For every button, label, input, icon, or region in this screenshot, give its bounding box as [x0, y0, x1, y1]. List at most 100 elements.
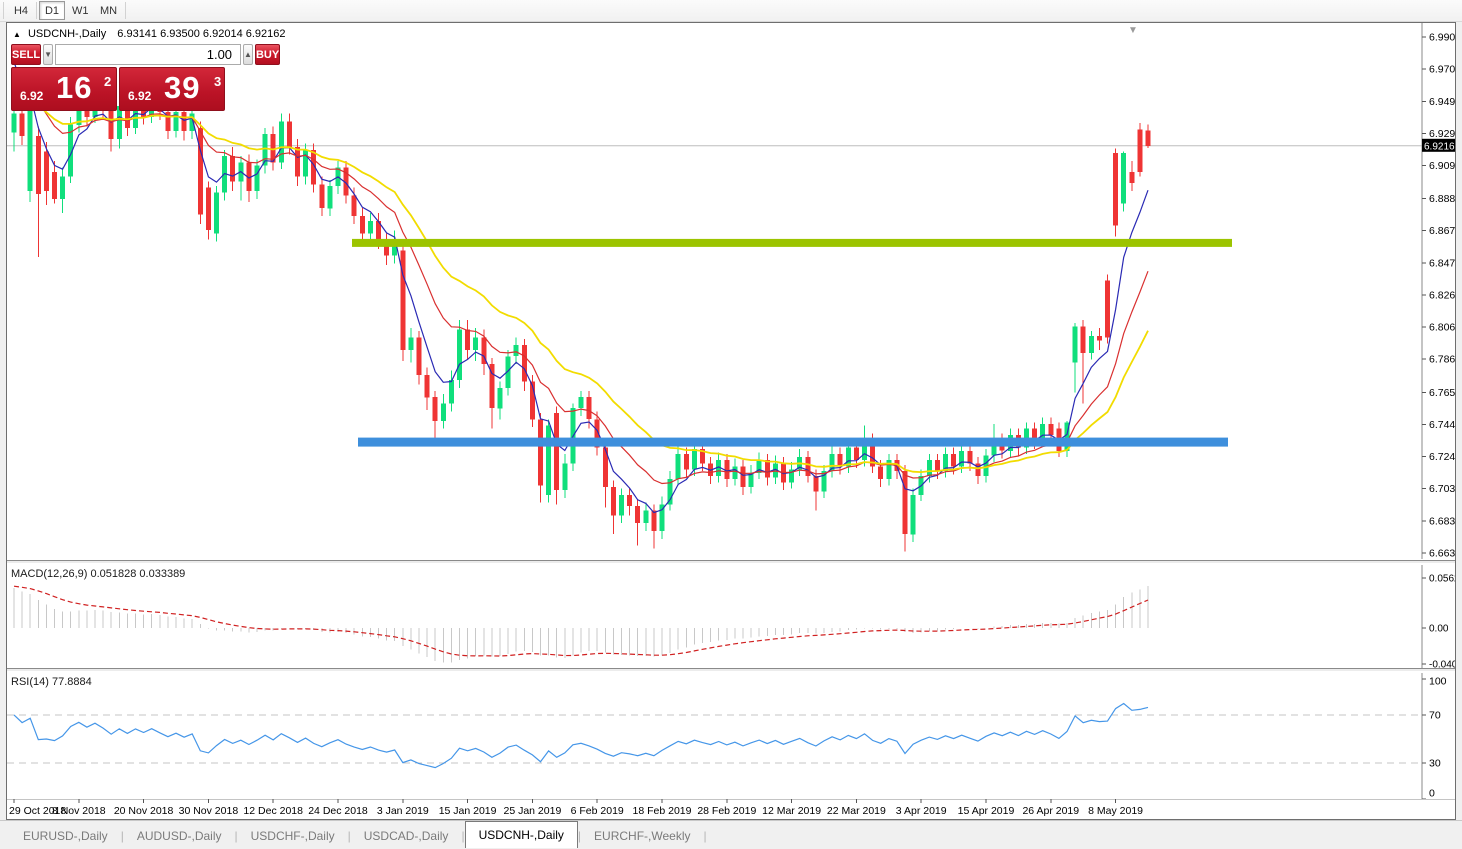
current-price-tag — [1422, 138, 1455, 152]
chart-tab-usdcad[interactable]: USDCAD-,Daily — [363, 829, 449, 843]
candle — [546, 425, 552, 495]
timeframe-button-h4[interactable]: H4 — [13, 5, 29, 17]
candle — [35, 135, 41, 195]
date-tick-label: 22 Mar 2019 — [827, 805, 886, 817]
timeframe-button-mn[interactable]: MN — [100, 5, 118, 17]
timeframe-button-d1[interactable]: D1 — [39, 1, 65, 20]
candle — [214, 192, 219, 234]
main-price-chart[interactable]: 6.99070 6.97030 6.94990 6.92950 6.90910 6.888… — [7, 23, 1455, 559]
date-tick-label: 30 Nov 2018 — [179, 805, 239, 817]
volume-increase-button[interactable]: ▲ — [243, 44, 253, 65]
candle — [205, 187, 211, 231]
date-tick-label: 18 Feb 2019 — [633, 805, 692, 817]
date-tick-label: 3 Jan 2019 — [377, 805, 429, 817]
candle — [691, 449, 697, 470]
tab-separator: | — [577, 829, 582, 843]
date-tick-label: 25 Jan 2019 — [503, 805, 561, 817]
candle — [351, 195, 357, 217]
rsi-tick-label: 0 — [1429, 788, 1435, 800]
rsi-splitter[interactable] — [7, 668, 1455, 672]
collapse-triangle-icon[interactable]: ▲ — [13, 30, 21, 39]
date-tick-label: 8 May 2019 — [1088, 805, 1143, 817]
support-line[interactable] — [358, 437, 1228, 447]
price-tick-label: 6.88810 — [1429, 193, 1455, 205]
candle — [610, 487, 616, 516]
date-tick-label: 15 Apr 2019 — [958, 805, 1015, 817]
chart-tab-eurusd[interactable]: EURUSD-,Daily — [23, 829, 108, 843]
date-tick-label: 8 Nov 2018 — [52, 805, 106, 817]
chart-symbol-label: USDCNH-,Daily — [27, 28, 107, 40]
price-tick-label: 6.94990 — [1429, 96, 1455, 108]
toolbar-separator — [3, 2, 4, 19]
ask-quote-box[interactable]: 6.92 39 3 — [119, 67, 225, 111]
price-tick-label: 6.99070 — [1429, 32, 1455, 44]
candle — [521, 345, 527, 382]
date-tick-label: 20 Nov 2018 — [114, 805, 174, 817]
scroll-to-end-icon[interactable]: ▼ — [1128, 25, 1138, 36]
candle — [400, 250, 406, 350]
timeframe-button-w1[interactable]: W1 — [72, 5, 89, 17]
candle — [991, 439, 997, 456]
candle — [327, 186, 333, 209]
resistance-line[interactable] — [352, 238, 1232, 247]
candle — [60, 176, 66, 199]
volume-input[interactable] — [55, 44, 242, 65]
candle — [1088, 335, 1094, 354]
candle — [384, 241, 390, 256]
candle — [311, 149, 317, 185]
candle — [554, 413, 560, 491]
chart-window[interactable]: ▲ USDCNH-,Daily 6.93141 6.93500 6.92014 … — [6, 22, 1456, 820]
candle — [837, 453, 843, 467]
chart-tab-usdcnh[interactable]: USDCNH-,Daily — [464, 821, 578, 848]
candle — [1032, 428, 1038, 440]
tab-separator: | — [347, 829, 351, 843]
chart-tab-usdchf[interactable]: USDCHF-,Daily — [250, 829, 335, 843]
toolbar-separator — [36, 2, 37, 19]
candle — [934, 460, 940, 472]
candle — [246, 162, 252, 191]
macd-indicator-panel[interactable]: 0.056211 0.00 -0.040218 — [7, 565, 1455, 668]
price-tick-label: 6.84730 — [1429, 257, 1455, 269]
candle — [230, 156, 236, 182]
volume-decrease-button[interactable]: ▼ — [43, 44, 54, 65]
candle — [619, 494, 624, 516]
macd-tick-label: 0.00 — [1429, 624, 1449, 635]
candle — [465, 329, 471, 350]
price-tick-label: 6.70390 — [1429, 483, 1455, 495]
chart-tab-audusd[interactable]: AUDUSD-,Daily — [136, 829, 222, 843]
candle — [602, 447, 608, 487]
candle — [197, 127, 203, 215]
rsi-tick-label: 70 — [1429, 710, 1441, 722]
candle — [740, 466, 746, 487]
candle — [68, 124, 74, 177]
tab-separator: | — [120, 829, 124, 843]
candle — [181, 112, 187, 131]
price-tick-label: 6.97030 — [1429, 64, 1455, 76]
candle — [594, 419, 600, 448]
candle — [821, 471, 827, 492]
price-tick-label: 6.74470 — [1429, 419, 1455, 431]
candle — [481, 337, 487, 365]
candle — [959, 450, 965, 467]
price-tick-label: 6.82690 — [1429, 290, 1455, 302]
candle — [173, 112, 179, 131]
bid-quote-box[interactable]: 6.92 16 2 — [11, 67, 117, 111]
sell-button[interactable]: SELL — [11, 44, 42, 65]
chart-tabbar: EURUSD-,Daily | AUDUSD-,Daily | USDCHF-,Dail… — [0, 820, 1462, 848]
buy-button[interactable]: BUY — [254, 44, 281, 65]
chart-ohlc-values: 6.93141 6.93500 6.92014 6.92162 — [117, 28, 286, 40]
candle — [1048, 424, 1054, 435]
candle — [432, 397, 438, 421]
candle — [643, 510, 649, 524]
svg-text:6.92162: 6.92162 — [1424, 141, 1455, 152]
candle — [473, 337, 479, 350]
candle — [538, 419, 543, 486]
candle — [1137, 129, 1143, 172]
rsi-indicator-label: RSI(14) 77.8884 — [11, 676, 92, 688]
candle — [1064, 422, 1070, 451]
rsi-indicator-panel[interactable]: 100 70 30 0 — [7, 673, 1455, 799]
candle — [392, 246, 398, 256]
chart-tab-eurchf[interactable]: EURCHF-,Weekly — [594, 829, 691, 843]
macd-splitter[interactable] — [7, 560, 1455, 564]
